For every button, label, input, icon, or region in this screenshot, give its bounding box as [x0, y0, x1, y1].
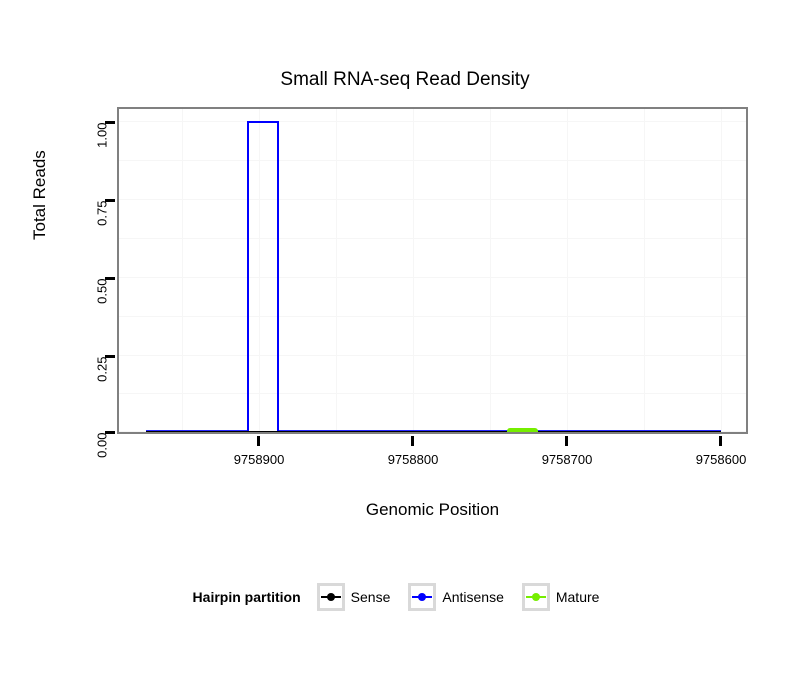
y-tick-label: 0.25	[94, 356, 110, 382]
x-axis-title: Genomic Position	[365, 500, 500, 519]
y-tick-mark	[105, 121, 115, 124]
legend-item-antisense[interactable]: Antisense	[408, 583, 517, 611]
chart-title: Small RNA-seq Read Density	[280, 69, 530, 90]
x-tick-mark	[257, 436, 260, 446]
x-tick-label: 9758900	[233, 452, 285, 467]
y-tick-label: 1.00	[94, 122, 110, 148]
x-tick-mark	[565, 436, 568, 446]
plot-panel	[117, 107, 748, 434]
gridline-vertical-minor	[336, 109, 337, 432]
x-tick-mark	[411, 436, 414, 446]
legend-label-antisense: Antisense	[442, 589, 504, 605]
x-tick-label: 9758600	[695, 452, 747, 467]
legend-item-sense[interactable]: Sense	[316, 583, 405, 611]
y-tick-label: 0.50	[94, 278, 110, 304]
y-tick-label: 0.75	[94, 200, 110, 226]
gridline-horizontal	[119, 355, 746, 356]
chart-legend: Hairpin partition Sense Antisense Mature	[0, 583, 810, 611]
series-step-antisense	[247, 121, 279, 432]
legend-label-mature: Mature	[555, 589, 600, 605]
y-tick-mark	[105, 431, 115, 434]
series-line-sense-overlay	[146, 431, 721, 432]
x-tick-label: 9758700	[541, 452, 593, 467]
gridline-horizontal	[119, 277, 746, 278]
y-tick-mark	[105, 199, 115, 202]
gridline-horizontal	[119, 199, 746, 200]
gridline-vertical-minor	[182, 109, 183, 432]
legend-title: Hairpin partition	[192, 589, 301, 605]
gridline-vertical-minor	[644, 109, 645, 432]
line-dot-icon	[316, 583, 345, 611]
gridline-horizontal-minor	[119, 160, 746, 161]
gridline-horizontal-minor	[119, 238, 746, 239]
y-axis-title: Total Reads	[30, 150, 49, 240]
gridline-horizontal-minor	[119, 393, 746, 394]
gridline-vertical	[413, 109, 414, 432]
y-tick-mark	[105, 277, 115, 280]
gridline-vertical	[567, 109, 568, 432]
gridline-vertical-minor	[490, 109, 491, 432]
x-tick-mark	[719, 436, 722, 446]
gridline-horizontal	[119, 121, 746, 122]
legend-label-sense: Sense	[350, 589, 391, 605]
x-tick-label: 9758800	[387, 452, 439, 467]
y-tick-mark	[105, 355, 115, 358]
line-dot-icon	[521, 583, 550, 611]
line-dot-icon	[408, 583, 437, 611]
legend-item-mature[interactable]: Mature	[521, 583, 614, 611]
gridline-horizontal-minor	[119, 316, 746, 317]
y-tick-label: 0.00	[94, 432, 110, 458]
plot-area	[119, 109, 746, 432]
series-segment-mature	[507, 428, 538, 432]
gridline-vertical	[721, 109, 722, 432]
gridline-vertical	[259, 109, 260, 432]
